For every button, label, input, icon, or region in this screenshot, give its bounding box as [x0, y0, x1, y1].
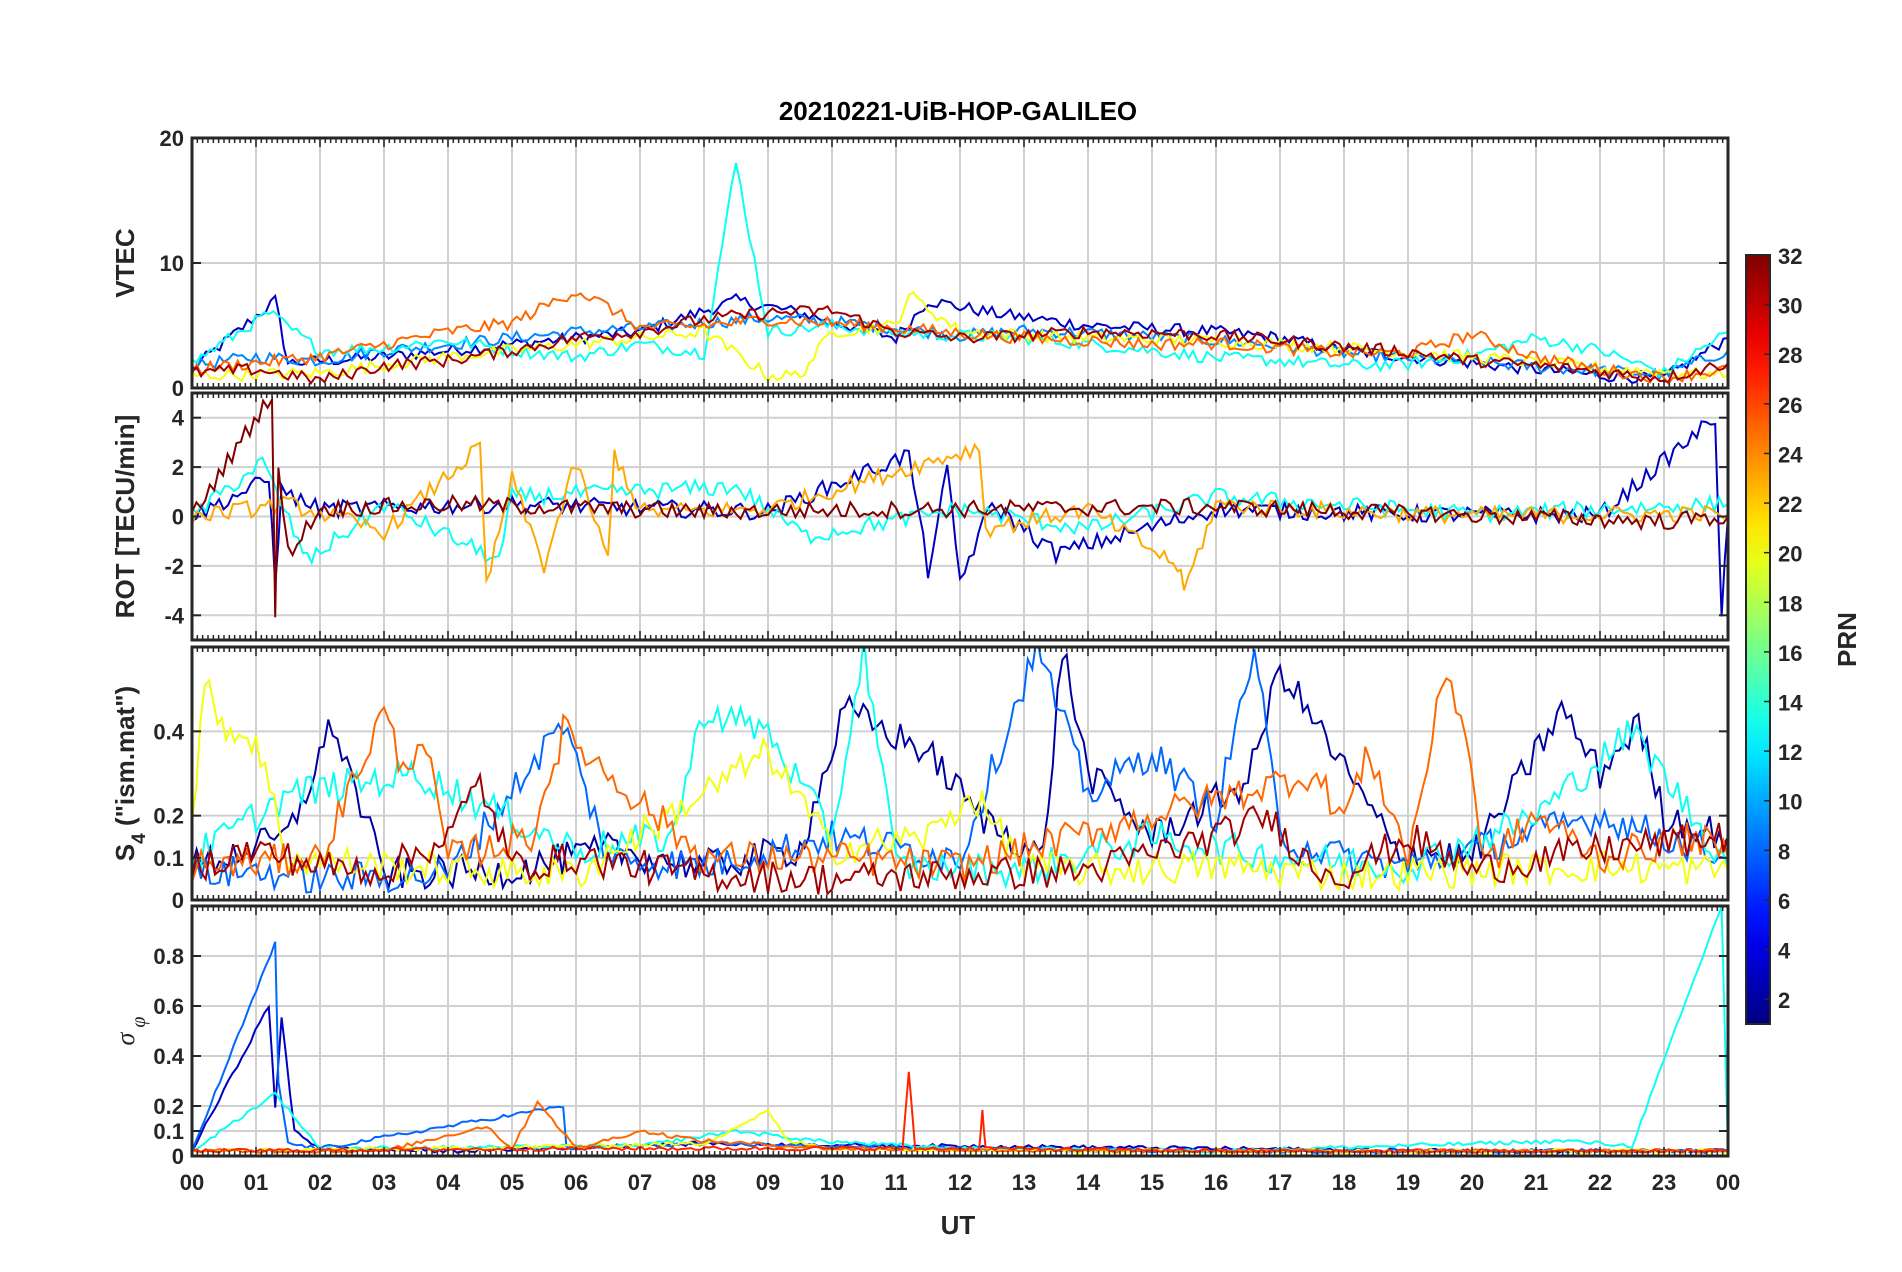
- axes-frame-rot: [190, 391, 1730, 642]
- x-tick-label-16: 16: [1204, 1170, 1228, 1195]
- colorbar-label: PRN: [1832, 612, 1862, 667]
- y-tick-label-2: 20: [160, 126, 184, 151]
- x-tick-label-21: 21: [1524, 1170, 1548, 1195]
- panel-sigma-phi: 00.10.2 0.4 0.6 0.8 σ φ 00 01 02 03 04 05 06 07 08 09 1…: [111, 904, 1740, 1195]
- y-tick-label-4: 0.6: [153, 994, 184, 1019]
- x-tick-label-7: 07: [628, 1170, 652, 1195]
- colorbar-tick-label-6: 14: [1778, 691, 1803, 716]
- y-axis-label-s4: S4 ("ism.mat"): [110, 686, 150, 861]
- y-tick-label-5: 0.8: [153, 944, 184, 969]
- x-tick-label-10: 10: [820, 1170, 844, 1195]
- x-tick-label-17: 17: [1268, 1170, 1292, 1195]
- colorbar-tick-label-12: 26: [1778, 393, 1802, 418]
- colorbar-tick-label-10: 22: [1778, 492, 1802, 517]
- colorbar-tick-label-11: 24: [1778, 442, 1803, 467]
- series-prn-27: [192, 1071, 1728, 1155]
- colorbar-tick-label-4: 10: [1778, 790, 1802, 815]
- y-tick-label-4: 4: [172, 406, 185, 431]
- colorbar-tick-label-8: 18: [1778, 591, 1802, 616]
- x-tick-label-6: 06: [564, 1170, 588, 1195]
- y-tick-label-0: 0: [172, 888, 184, 913]
- y-label-sigma: σ: [111, 1031, 140, 1045]
- chart-title: 20210221-UiB-HOP-GALILEO: [779, 96, 1137, 126]
- colorbar-tick-label-9: 20: [1778, 542, 1802, 567]
- colorbar-tick-label-5: 12: [1778, 740, 1802, 765]
- y-label-rest: ("ism.mat"): [110, 686, 140, 833]
- y-label-phi: φ: [128, 1017, 150, 1033]
- series-prn-3: [192, 420, 1728, 617]
- panel-s4: 00.10.20.4S4 ("ism.mat"): [110, 645, 1730, 913]
- series-prn-31: [192, 771, 1728, 896]
- y-tick-label-1: 0.1: [153, 846, 184, 871]
- y-label-sub: 4: [129, 833, 150, 844]
- axes-frame-s4: [190, 645, 1730, 902]
- x-tick-label-22: 22: [1588, 1170, 1612, 1195]
- x-tick-label-14: 14: [1076, 1170, 1101, 1195]
- x-tick-label-0: 00: [180, 1170, 204, 1195]
- x-axis-label: UT: [941, 1210, 976, 1240]
- x-tick-label-13: 13: [1012, 1170, 1036, 1195]
- x-tick-label-1: 01: [244, 1170, 268, 1195]
- y-tick-label-3: 0.4: [153, 1044, 184, 1069]
- colorbar-tick-label-3: 8: [1778, 839, 1790, 864]
- series-prn-13: [192, 647, 1728, 890]
- x-tick-label-24: 00: [1716, 1170, 1740, 1195]
- x-tick-label-4: 04: [436, 1170, 461, 1195]
- y-tick-label-1: 10: [160, 251, 184, 276]
- x-tick-label-20: 20: [1460, 1170, 1484, 1195]
- series-prn-31: [192, 304, 1728, 386]
- y-tick-label-3: 0.4: [153, 719, 184, 744]
- y-label-s: S: [110, 844, 140, 861]
- panel-rot: -4 -2 0 2 4 ROT [TECU/min]: [110, 391, 1730, 642]
- colorbar-tick-label-1: 4: [1778, 939, 1791, 964]
- axes-frame-vtec: [190, 136, 1730, 390]
- colorbar-bar: [1745, 254, 1771, 1025]
- series-prn-32: [192, 395, 1728, 618]
- y-tick-label-1: 0.1: [153, 1119, 184, 1144]
- x-tick-label-9: 09: [756, 1170, 780, 1195]
- colorbar-tick-label-2: 6: [1778, 889, 1790, 914]
- x-tick-label-8: 08: [692, 1170, 716, 1195]
- x-tick-label-3: 03: [372, 1170, 396, 1195]
- y-axis-label-rot: ROT [TECU/min]: [110, 415, 140, 619]
- series-prn-25: [192, 676, 1728, 883]
- y-axis-label-vtec: VTEC: [110, 228, 140, 298]
- y-tick-label-2: 0.2: [153, 804, 184, 829]
- x-tick-label-15: 15: [1140, 1170, 1164, 1195]
- y-tick-label-0: 0: [172, 376, 184, 401]
- x-tick-label-19: 19: [1396, 1170, 1420, 1195]
- colorbar-tick-label-7: 16: [1778, 641, 1802, 666]
- y-axis-label-sigma: σ φ: [111, 1017, 150, 1046]
- series-prn-23: [192, 441, 1728, 591]
- x-tick-label-18: 18: [1332, 1170, 1356, 1195]
- y-tick-label-0: 0: [172, 1144, 184, 1169]
- axes-frame-sigma-phi: [190, 904, 1730, 1158]
- y-tick-label-2: 0.2: [153, 1094, 184, 1119]
- x-tick-label-5: 05: [500, 1170, 524, 1195]
- x-tick-label-11: 11: [884, 1170, 907, 1195]
- colorbar-tick-label-14: 30: [1778, 294, 1802, 319]
- colorbar-tick-label-13: 28: [1778, 343, 1802, 368]
- y-tick-label-0: -4: [164, 603, 184, 628]
- y-tick-label-3: 2: [172, 455, 184, 480]
- series-prn-20: [192, 290, 1728, 383]
- x-tick-label-2: 02: [308, 1170, 332, 1195]
- colorbar-tick-label-15: 32: [1778, 244, 1802, 269]
- y-tick-label-2: 0: [172, 505, 184, 530]
- colorbar-tick-label-0: 2: [1778, 988, 1790, 1013]
- y-tick-label-1: -2: [164, 554, 184, 579]
- panel-vtec: 0 10 20 VTEC: [110, 126, 1730, 401]
- x-tick-label-12: 12: [948, 1170, 972, 1195]
- x-tick-label-23: 23: [1652, 1170, 1676, 1195]
- series-prn-20: [192, 678, 1728, 892]
